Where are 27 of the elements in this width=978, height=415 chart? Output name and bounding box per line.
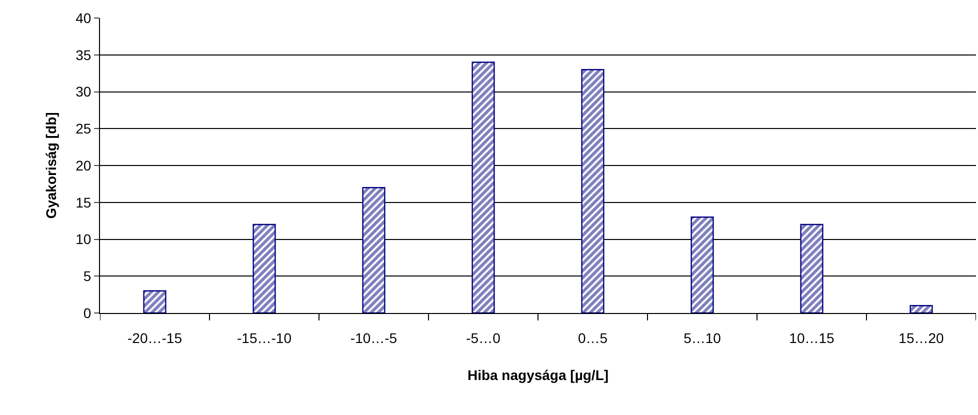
x-tick-label: -20…-15 bbox=[128, 330, 182, 346]
bar bbox=[362, 187, 386, 313]
y-tick-label: 0 bbox=[83, 304, 92, 321]
y-tick-label: 20 bbox=[76, 157, 92, 174]
bar bbox=[472, 62, 495, 313]
y-tick-label: 25 bbox=[76, 120, 92, 137]
x-tick-label: 15…20 bbox=[898, 330, 944, 346]
bar bbox=[252, 224, 276, 313]
x-tick-label: 0…5 bbox=[578, 330, 608, 346]
x-tick-label: 5…10 bbox=[684, 330, 722, 346]
x-tick-label: -15…-10 bbox=[237, 330, 292, 346]
x-tick-label: -10…-5 bbox=[350, 330, 398, 346]
y-tick-label: 5 bbox=[83, 268, 92, 284]
y-tick-label: 40 bbox=[76, 10, 92, 26]
bar bbox=[690, 216, 714, 313]
y-tick-label: 15 bbox=[76, 194, 92, 210]
x-tick-label: -5…0 bbox=[466, 330, 501, 346]
bar bbox=[910, 305, 933, 313]
x-tick-label: 10…15 bbox=[789, 330, 835, 346]
y-tick-label: 35 bbox=[76, 46, 92, 63]
bar bbox=[800, 224, 824, 313]
x-axis-title: Hiba nagysága [µg/L] bbox=[467, 367, 609, 384]
y-axis-title: Gyakoriság [db] bbox=[43, 112, 60, 219]
bar bbox=[143, 290, 166, 313]
y-tick-label: 10 bbox=[76, 231, 92, 248]
bar bbox=[581, 69, 604, 313]
y-tick-label: 30 bbox=[76, 84, 92, 100]
